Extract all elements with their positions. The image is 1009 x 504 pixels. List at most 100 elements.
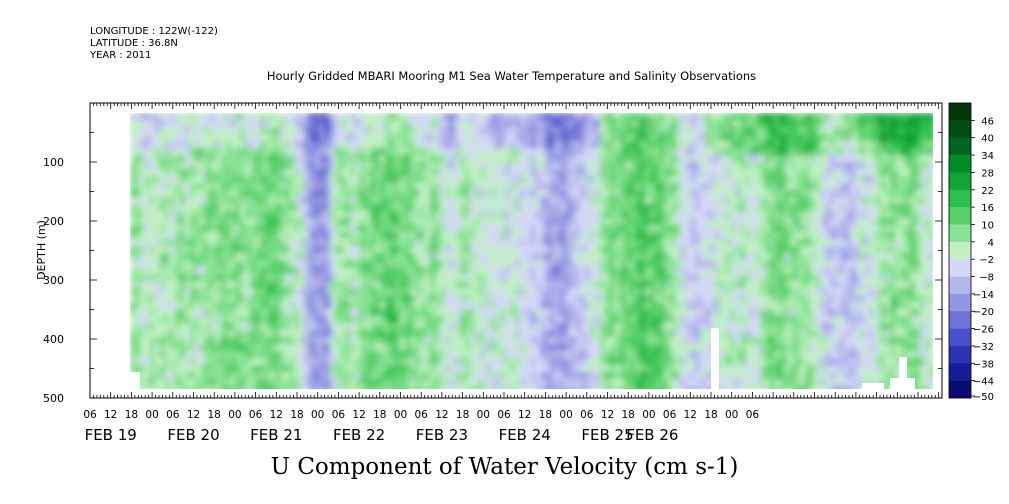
field-cell	[475, 239, 481, 247]
field-cell	[220, 169, 226, 177]
field-cell	[350, 372, 356, 380]
field-cell	[355, 351, 361, 359]
field-cell	[735, 232, 741, 240]
field-cell	[155, 302, 161, 310]
field-cell	[190, 309, 196, 317]
field-cell	[475, 232, 481, 240]
field-cell	[515, 330, 521, 338]
field-cell	[665, 232, 671, 240]
field-cell	[750, 330, 756, 338]
field-cell	[515, 155, 521, 163]
field-cell	[450, 253, 456, 261]
field-cell	[690, 344, 696, 352]
field-cell	[145, 281, 151, 289]
field-cell	[200, 386, 206, 389]
field-cell	[680, 155, 686, 163]
field-cell	[455, 365, 461, 373]
field-cell	[390, 351, 396, 359]
field-cell	[465, 358, 471, 366]
field-cell	[565, 351, 571, 359]
field-cell	[420, 323, 426, 331]
field-cell	[235, 148, 241, 156]
field-cell	[640, 267, 646, 275]
field-cell	[140, 197, 146, 205]
field-cell	[660, 246, 666, 254]
field-cell	[370, 260, 376, 268]
field-cell	[435, 358, 441, 366]
field-cell	[520, 372, 526, 380]
field-cell	[625, 127, 631, 135]
field-cell	[375, 162, 381, 170]
field-cell	[580, 148, 586, 156]
field-cell	[680, 183, 686, 191]
field-cell	[610, 260, 616, 268]
field-cell	[470, 190, 476, 198]
field-cell	[570, 127, 576, 135]
field-cell	[495, 323, 501, 331]
field-cell	[620, 372, 626, 380]
field-cell	[395, 183, 401, 191]
field-cell	[140, 120, 146, 128]
field-cell	[130, 211, 136, 219]
field-cell	[460, 358, 466, 366]
field-cell	[490, 274, 496, 282]
field-cell	[385, 204, 391, 212]
field-cell	[530, 183, 536, 191]
field-cell	[585, 351, 591, 359]
field-cell	[395, 225, 401, 233]
field-cell	[160, 288, 166, 296]
field-cell	[150, 176, 156, 184]
field-cell	[475, 323, 481, 331]
field-cell	[170, 365, 176, 373]
field-cell	[145, 386, 151, 389]
field-cell	[555, 295, 561, 303]
field-cell	[550, 260, 556, 268]
field-cell	[665, 169, 671, 177]
field-cell	[310, 337, 316, 345]
field-cell	[485, 302, 491, 310]
field-cell	[395, 386, 401, 389]
field-cell	[245, 344, 251, 352]
field-cell	[320, 183, 326, 191]
field-cell	[745, 372, 751, 380]
field-cell	[360, 169, 366, 177]
field-cell	[495, 197, 501, 205]
field-cell	[150, 204, 156, 212]
field-cell	[405, 204, 411, 212]
field-cell	[590, 309, 596, 317]
field-cell	[310, 148, 316, 156]
field-cell	[270, 267, 276, 275]
field-cell	[230, 351, 236, 359]
field-cell	[630, 190, 636, 198]
field-cell	[470, 386, 476, 389]
field-cell	[375, 113, 381, 121]
field-cell	[725, 113, 731, 121]
field-cell	[265, 309, 271, 317]
field-cell	[190, 113, 196, 121]
field-cell	[670, 386, 676, 389]
field-cell	[675, 337, 681, 345]
field-cell	[345, 309, 351, 317]
field-cell	[390, 120, 396, 128]
field-cell	[375, 225, 381, 233]
field-cell	[650, 253, 656, 261]
field-cell	[375, 302, 381, 310]
field-cell	[705, 120, 711, 128]
field-cell	[145, 204, 151, 212]
field-cell	[185, 358, 191, 366]
field-cell	[595, 204, 601, 212]
field-cell	[730, 267, 736, 275]
field-cell	[685, 365, 691, 373]
field-cell	[700, 253, 706, 261]
field-cell	[650, 309, 656, 317]
field-cell	[680, 225, 686, 233]
field-cell	[345, 288, 351, 296]
field-cell	[725, 372, 731, 380]
field-cell	[195, 190, 201, 198]
field-cell	[415, 120, 421, 128]
field-cell	[285, 127, 291, 135]
field-cell	[565, 386, 571, 389]
field-cell	[685, 274, 691, 282]
field-cell	[445, 204, 451, 212]
field-cell	[615, 253, 621, 261]
